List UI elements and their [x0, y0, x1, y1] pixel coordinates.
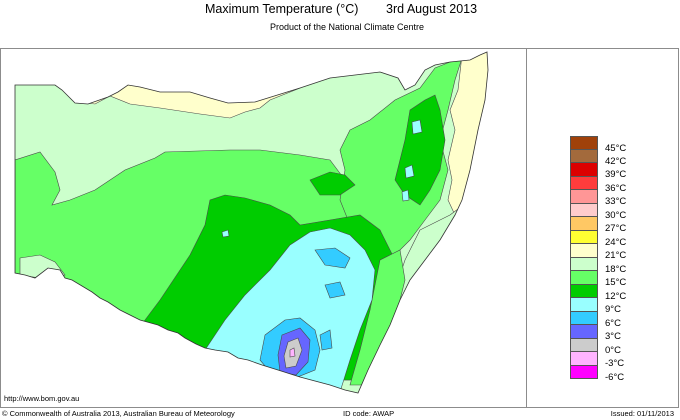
id-code: ID code: AWAP — [343, 409, 395, 418]
color-legend: 45°C 42°C 39°C 36°C 33°C 30°C 27°C 24°C … — [570, 136, 626, 383]
legend-label: 0°C — [605, 344, 621, 356]
copyright-notice: © Commonwealth of Australia 2013, Austra… — [2, 409, 235, 418]
legend-label: 33°C — [605, 196, 627, 207]
legend-label: 3°C — [605, 331, 621, 342]
legend-label: 45°C — [605, 143, 627, 154]
title-date: 3rd August 2013 — [386, 2, 478, 16]
legend-swatch: 9°C — [570, 298, 621, 315]
legend-swatch: 42°C — [570, 149, 626, 167]
chart-title: Maximum Temperature (°C) 3rd August 2013 — [0, 2, 680, 20]
legend-label: 18°C — [605, 263, 627, 275]
legend-swatch: 18°C — [570, 257, 626, 275]
legend-swatch: 30°C — [570, 203, 626, 221]
legend-swatch: -3°C — [570, 352, 624, 369]
source-link[interactable]: http://www.bom.gov.au — [4, 394, 80, 403]
legend-swatch: 36°C — [570, 176, 626, 194]
legend-swatch: 6°C — [570, 311, 621, 329]
subtitle: Product of the National Climate Centre — [269, 22, 425, 32]
legend-label: 24°C — [605, 236, 627, 248]
temperature-map — [14, 51, 489, 394]
legend-swatch: 15°C — [570, 271, 626, 288]
legend-label: 36°C — [605, 182, 627, 194]
legend-label: 30°C — [605, 209, 627, 221]
legend-label: -3°C — [605, 358, 625, 369]
legend-swatch: 0°C — [570, 338, 621, 356]
legend-label: -6°C — [605, 371, 625, 383]
legend-label: 9°C — [605, 304, 621, 315]
legend-label: 15°C — [605, 277, 627, 288]
legend-label: 42°C — [605, 155, 627, 167]
legend-label: 39°C — [605, 169, 627, 180]
legend-swatch: 12°C — [570, 284, 626, 302]
legend-swatch: 3°C — [570, 325, 621, 342]
legend-swatch: 21°C — [570, 244, 626, 261]
legend-divider — [526, 48, 527, 408]
legend-swatch: 39°C — [570, 163, 626, 180]
legend-label: 21°C — [605, 250, 627, 261]
title-variable: Maximum Temperature (°C) — [205, 2, 359, 16]
legend-swatch: 27°C — [570, 217, 626, 234]
legend-label: 12°C — [605, 290, 627, 302]
legend-label: 27°C — [605, 223, 627, 234]
legend-swatch: 24°C — [570, 230, 626, 248]
issued-date: Issued: 01/11/2013 — [610, 409, 674, 418]
map-frame — [0, 48, 679, 408]
legend-swatch: 33°C — [570, 190, 626, 207]
legend-swatch: -6°C — [570, 365, 624, 383]
legend-swatch: 45°C — [570, 136, 626, 154]
legend-label: 6°C — [605, 317, 621, 329]
